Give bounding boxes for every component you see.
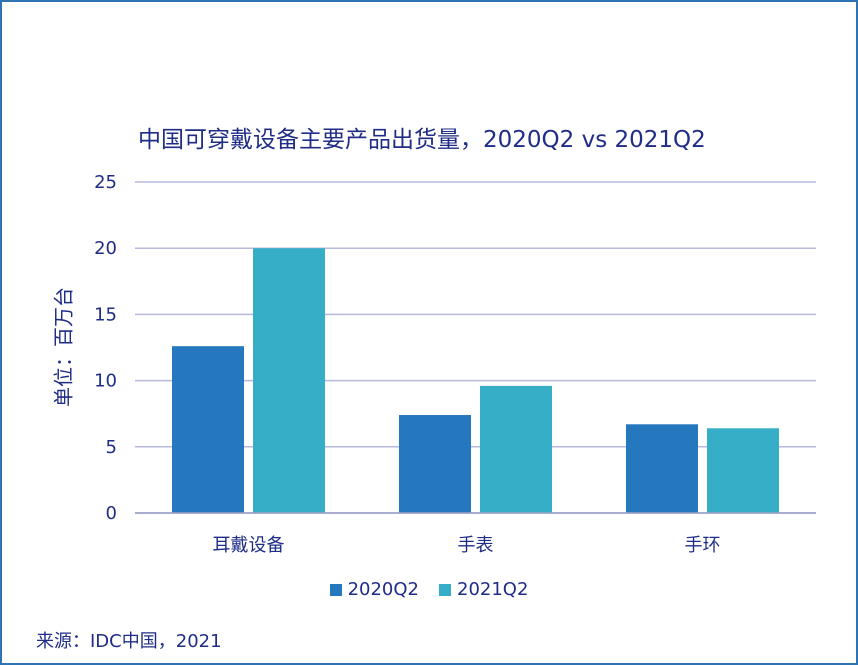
bar [707, 428, 779, 513]
source-note: 来源：IDC中国，2021 [36, 631, 222, 652]
x-tick-label: 耳戴设备 [213, 535, 285, 556]
y-tick-label: 0 [106, 503, 117, 524]
y-tick-label: 10 [94, 371, 117, 392]
legend-label: 2021Q2 [457, 579, 529, 600]
legend-swatch [439, 583, 451, 596]
legend-swatch [329, 583, 342, 596]
bar [172, 346, 244, 513]
legend-item-2020q2: 2020Q2 [329, 579, 419, 600]
x-tick-label: 手表 [458, 535, 494, 556]
bar [399, 415, 471, 513]
legend-label: 2020Q2 [347, 579, 419, 600]
bar [480, 385, 552, 513]
y-tick-label: 15 [94, 304, 117, 325]
y-tick-label: 5 [106, 437, 117, 458]
legend-item-2021q2: 2021Q2 [439, 579, 528, 600]
y-tick-label: 25 [94, 172, 117, 193]
x-tick-label: 手环 [685, 535, 721, 556]
chart-title: 中国可穿戴设备主要产品出货量，2020Q2 vs 2021Q2 [138, 127, 706, 153]
bar [626, 424, 698, 513]
y-tick-label: 20 [94, 238, 117, 259]
bar [253, 248, 325, 513]
legend: 2020Q2 2021Q2 [0, 579, 858, 600]
